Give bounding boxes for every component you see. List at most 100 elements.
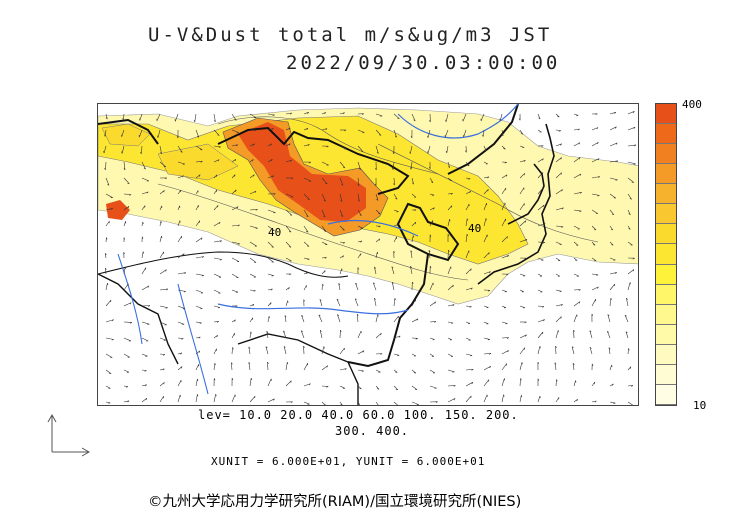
wind-vector: [555, 172, 562, 179]
wind-vector-head: [632, 269, 635, 272]
wind-vector: [303, 272, 308, 275]
wind-vector: [141, 145, 143, 154]
wind-vector: [501, 129, 504, 136]
wind-vector-head: [543, 223, 546, 226]
wind-vector-head: [265, 346, 268, 349]
wind-vector: [625, 331, 629, 339]
wind-vector: [249, 209, 258, 211]
wind-vector-head: [197, 378, 199, 381]
wind-vector: [267, 398, 275, 403]
wind-vector-head: [374, 183, 377, 186]
wind-vector: [357, 161, 361, 170]
wind-vector: [483, 176, 490, 179]
wind-vector: [231, 113, 237, 121]
wind-vector: [231, 333, 235, 339]
wind-vector-head: [252, 304, 255, 307]
wind-vector: [283, 330, 287, 339]
wind-vector-head: [469, 306, 472, 308]
wind-vector-head: [234, 119, 237, 121]
wind-vector-head: [506, 236, 508, 239]
wind-vector-head: [578, 142, 581, 145]
wind-vector-head: [127, 400, 130, 403]
contour-label-b: 40: [468, 222, 481, 235]
wind-vector-head: [288, 127, 291, 130]
wind-vector: [248, 362, 251, 371]
wind-vector: [393, 369, 398, 373]
wind-vector-head: [216, 174, 218, 177]
wind-vector: [411, 193, 417, 198]
wind-vector-head: [341, 215, 343, 217]
wind-vector-head: [288, 231, 292, 233]
wind-vector-head: [288, 287, 290, 290]
wind-vector-head: [580, 191, 582, 194]
wind-vector: [627, 126, 636, 131]
wind-vector: [303, 111, 309, 115]
wind-vector-head: [395, 197, 398, 200]
river-yangtze: [217, 303, 409, 315]
wind-vector-head: [487, 189, 489, 192]
wind-vector-head: [410, 136, 413, 139]
wind-vector: [589, 330, 593, 339]
wind-vector: [105, 177, 110, 186]
border-northeast: [447, 104, 519, 175]
wind-vector-head: [413, 119, 416, 122]
wind-vector-head: [415, 338, 418, 340]
wind-vector-head: [576, 399, 578, 402]
wind-vector: [318, 314, 323, 323]
wind-vector-head: [340, 404, 343, 405]
wind-vector: [283, 346, 287, 355]
wind-vector: [483, 321, 489, 325]
wind-vector: [501, 305, 507, 308]
wind-vector: [159, 190, 165, 195]
wind-vector-head: [561, 226, 564, 228]
colorbar-min-label: 10: [693, 399, 707, 412]
wind-vector: [195, 364, 199, 371]
wind-vector: [123, 113, 125, 121]
wind-vector: [303, 285, 307, 291]
wind-vector-head: [634, 144, 637, 147]
wind-vector-head: [396, 224, 399, 226]
wind-vector: [105, 401, 111, 404]
wind-vector: [573, 157, 581, 163]
wind-vector: [392, 161, 395, 170]
wind-vector-head: [466, 233, 469, 237]
wind-vector: [177, 145, 183, 153]
wind-vector-head: [507, 350, 509, 353]
wind-vector: [555, 273, 560, 277]
wind-vector: [104, 253, 107, 259]
wind-vector: [195, 273, 204, 276]
wind-vector: [573, 329, 575, 339]
wind-vector-head: [147, 285, 150, 288]
wind-vector-head: [427, 135, 429, 138]
wind-vector: [357, 177, 360, 186]
wind-vector-head: [165, 307, 168, 309]
wind-vector: [501, 394, 504, 403]
wind-vector: [141, 161, 146, 170]
dust-peak-west: [106, 200, 130, 220]
wind-vector: [447, 266, 452, 275]
wind-vector-head: [357, 184, 360, 186]
wind-vector-head: [542, 306, 545, 308]
wind-vector: [465, 161, 470, 167]
wind-vector: [339, 161, 346, 169]
wind-vector-head: [520, 132, 523, 135]
wind-vector: [141, 221, 143, 227]
wind-vector-head: [591, 363, 594, 366]
wind-vector: [627, 282, 631, 291]
wind-vector-head: [358, 404, 360, 405]
wind-vector: [627, 366, 632, 371]
wind-vector-head: [607, 314, 610, 317]
wind-vector: [141, 205, 146, 211]
wind-vector-head: [254, 190, 257, 193]
wind-vector-head: [284, 315, 287, 318]
wind-vector: [465, 250, 470, 259]
wind-vector: [303, 241, 310, 247]
wind-vector-head: [234, 319, 236, 322]
wind-vector-head: [487, 176, 490, 179]
wind-vector-head: [571, 346, 574, 349]
wind-vector: [483, 252, 490, 259]
wind-vector-head: [301, 330, 303, 333]
colorbar-segment: [656, 184, 676, 205]
wind-vector: [375, 193, 379, 201]
wind-vector: [213, 348, 217, 355]
